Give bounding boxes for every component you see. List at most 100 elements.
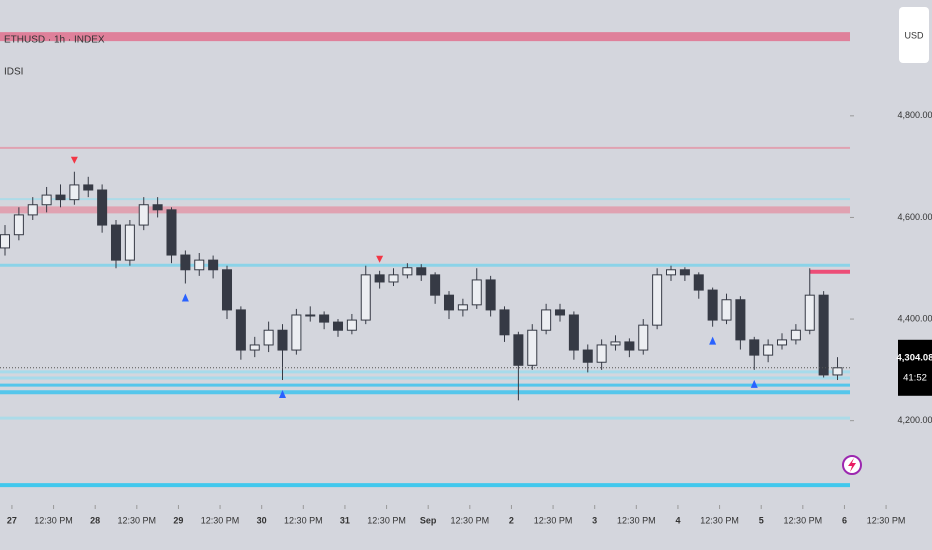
candle-body — [457, 304, 468, 311]
x-tick-label: 12:30 PM — [118, 515, 157, 525]
chart-title: ETHUSD · 1h · INDEX — [4, 35, 105, 46]
last-price-label: 4,304.08 — [897, 352, 932, 363]
buy-signal — [181, 293, 189, 302]
candle-body — [402, 267, 413, 276]
candle-body — [97, 189, 108, 226]
last-price-box — [898, 339, 932, 396]
x-tick-label: 2 — [509, 515, 514, 525]
x-tick-label: 12:30 PM — [534, 515, 573, 525]
x-tick-label: 12:30 PM — [284, 515, 323, 525]
candle-body — [665, 269, 677, 276]
candle-body — [485, 279, 496, 311]
candle-body — [430, 274, 441, 296]
candle-body — [360, 274, 371, 321]
candle-body — [55, 194, 66, 201]
countdown: 41:52 — [903, 372, 927, 383]
candle-body — [0, 234, 11, 249]
candle-body — [499, 309, 510, 336]
candle-body — [513, 334, 524, 366]
candle-body — [443, 294, 455, 311]
candle-body — [763, 344, 774, 356]
candle-body — [221, 269, 233, 311]
x-tick-label: 3 — [592, 515, 597, 525]
candle-body — [749, 339, 760, 356]
x-tick-label: 12:30 PM — [451, 515, 490, 525]
x-tick-label: 5 — [759, 515, 764, 525]
buy-signal — [279, 390, 287, 399]
candle-body — [319, 314, 330, 323]
currency-box[interactable] — [899, 7, 929, 63]
candle-body — [735, 299, 746, 341]
x-tick-label: 31 — [340, 515, 350, 525]
candle-body — [638, 324, 649, 351]
candle-body — [263, 329, 274, 346]
candle-body — [596, 344, 607, 363]
x-tick-label: 28 — [90, 515, 100, 525]
buy-signal — [709, 336, 717, 345]
candle-body — [416, 267, 427, 276]
candle-body — [652, 274, 663, 326]
candle-body — [707, 289, 718, 321]
currency: USD — [904, 30, 924, 40]
candle-body — [346, 319, 357, 331]
candle-body — [124, 224, 135, 261]
x-tick-label: 27 — [7, 515, 17, 525]
candle-body — [277, 329, 288, 351]
x-tick-label: Sep — [420, 515, 437, 525]
candle-body — [27, 204, 38, 216]
candle-body — [804, 294, 815, 331]
y-tick-label: 4,200.00 — [897, 415, 932, 425]
candle-body — [832, 367, 843, 376]
candle-body — [554, 309, 566, 316]
buy-signal — [750, 379, 758, 388]
candle-body — [388, 274, 399, 283]
candle-body — [527, 329, 538, 366]
y-tick-label: 4,600.00 — [897, 212, 932, 222]
candle-body — [568, 314, 579, 351]
candle-body — [69, 184, 80, 201]
candle-body — [110, 224, 122, 261]
x-tick-label: 6 — [842, 515, 847, 525]
candle-body — [83, 184, 94, 191]
x-tick-label: 4 — [675, 515, 680, 525]
candle-body — [208, 259, 219, 271]
candle-body — [235, 309, 246, 351]
candle-body — [13, 214, 24, 236]
candle-body — [624, 341, 635, 351]
candle-body — [721, 299, 732, 321]
candle-body — [693, 274, 704, 291]
candle-body — [166, 209, 177, 256]
candle-body — [679, 269, 690, 276]
candle-body — [194, 259, 205, 271]
x-tick-label: 12:30 PM — [700, 515, 739, 525]
candle-body — [818, 294, 829, 376]
sell-signal — [376, 255, 384, 263]
y-tick-label: 4,400.00 — [897, 313, 932, 323]
x-tick-label: 29 — [173, 515, 183, 525]
candle-body — [138, 204, 149, 226]
candle-body — [471, 279, 482, 306]
candle-body — [291, 314, 302, 351]
x-tick-label: 12:30 PM — [617, 515, 656, 525]
x-tick-label: 12:30 PM — [34, 515, 73, 525]
sell-signal — [70, 156, 78, 164]
candle-body — [249, 344, 260, 351]
candle-body — [152, 204, 163, 211]
lightning-icon[interactable] — [842, 455, 862, 475]
candle-body — [305, 314, 316, 317]
candle-body — [41, 194, 52, 206]
candle-body — [180, 254, 191, 271]
candle-body — [374, 274, 385, 283]
indicator-name: IDSI — [4, 67, 23, 78]
x-tick-label: 12:30 PM — [201, 515, 240, 525]
x-tick-label: 12:30 PM — [784, 515, 823, 525]
candle-body — [610, 341, 621, 346]
candle-body — [790, 329, 801, 341]
x-tick-label: 12:30 PM — [867, 515, 906, 525]
candle-body — [777, 339, 788, 346]
x-tick-label: 12:30 PM — [367, 515, 406, 525]
candle-body — [541, 309, 552, 331]
y-tick-label: 4,800.00 — [897, 110, 932, 120]
